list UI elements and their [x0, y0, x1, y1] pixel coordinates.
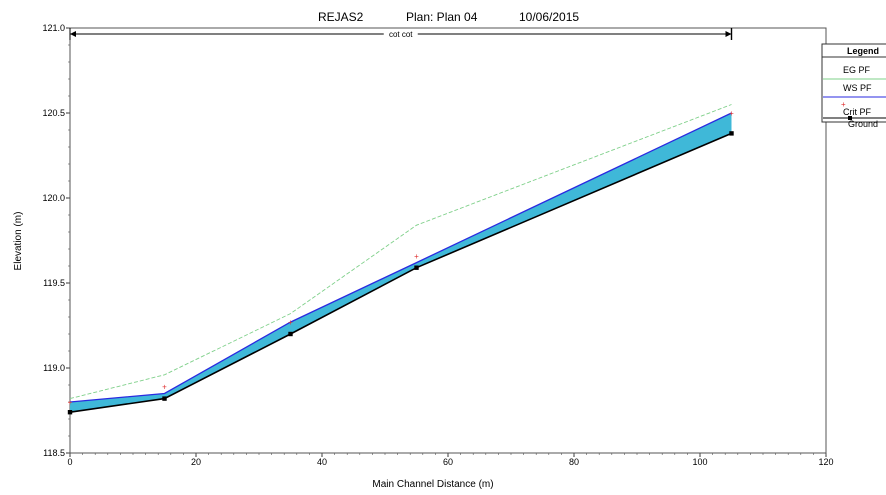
y-tick-label: 120.5	[42, 108, 65, 118]
crit-point: +	[729, 109, 734, 118]
title-name: REJAS2	[318, 10, 364, 24]
y-tick-label: 119.0	[43, 363, 65, 373]
y-axis-title: Elevation (m)	[13, 212, 24, 271]
y-axis: 118.5 119.0 119.5 120.0 120.5 121.0	[42, 23, 70, 458]
legend-label-eg-pf: EG PF	[843, 65, 871, 75]
crit-point: +	[288, 318, 293, 327]
reach-arrowhead-right	[725, 31, 732, 37]
legend-item-crit-pf: + Crit PF	[841, 100, 872, 117]
x-axis-title: Main Channel Distance (m)	[372, 479, 493, 490]
legend-marker-ground	[848, 116, 852, 120]
legend-item-ground: Ground	[823, 116, 886, 129]
title-plan: Plan: Plan 04	[406, 10, 478, 24]
series-layer: + + + + +	[67, 104, 734, 415]
legend-item-eg-pf: EG PF	[823, 65, 886, 80]
series-line-ws-pf	[69, 112, 732, 403]
title-date: 10/06/2015	[519, 10, 579, 24]
reach-extent-arrow: cot cot	[69, 28, 733, 40]
x-tick-label: 80	[569, 457, 579, 467]
reach-label-background	[383, 29, 418, 39]
reach-label: cot cot	[389, 30, 413, 39]
crit-point: +	[414, 252, 419, 261]
x-tick-label: 120	[818, 457, 833, 467]
x-tick-label: 0	[67, 457, 72, 467]
y-tick-label: 118.5	[43, 448, 65, 458]
reach-arrowhead-left	[70, 31, 76, 37]
ground-point	[162, 396, 167, 401]
y-tick-label: 119.5	[43, 278, 65, 288]
x-tick-label: 60	[443, 457, 453, 467]
crit-point: +	[68, 398, 73, 407]
x-tick-label: 100	[692, 457, 707, 467]
y-tick-label: 120.0	[42, 193, 65, 203]
x-axis: 0 20 40 60 80 100 120	[67, 453, 834, 467]
chart-title: REJAS2 Plan: Plan 04 10/06/2015	[318, 10, 579, 24]
legend-label-ground: Ground	[848, 119, 878, 129]
ground-point	[729, 131, 734, 136]
crit-point: +	[162, 383, 167, 392]
legend-label-crit-pf: Crit PF	[843, 107, 872, 117]
legend-item-ws-pf: WS PF	[823, 83, 886, 98]
legend-marker-crit-pf: +	[841, 100, 846, 109]
legend: Legend EG PF WS PF + Crit PF Ground	[821, 43, 886, 129]
x-tick-label: 20	[191, 457, 201, 467]
ground-point	[67, 410, 73, 415]
y-tick-label: 121.0	[42, 23, 65, 33]
legend-title: Legend	[847, 46, 879, 56]
x-tick-label: 40	[317, 457, 327, 467]
series-line-eg-pf	[69, 104, 732, 400]
legend-label-ws-pf: WS PF	[843, 83, 872, 93]
ground-point	[414, 265, 419, 270]
ground-point	[288, 331, 293, 337]
